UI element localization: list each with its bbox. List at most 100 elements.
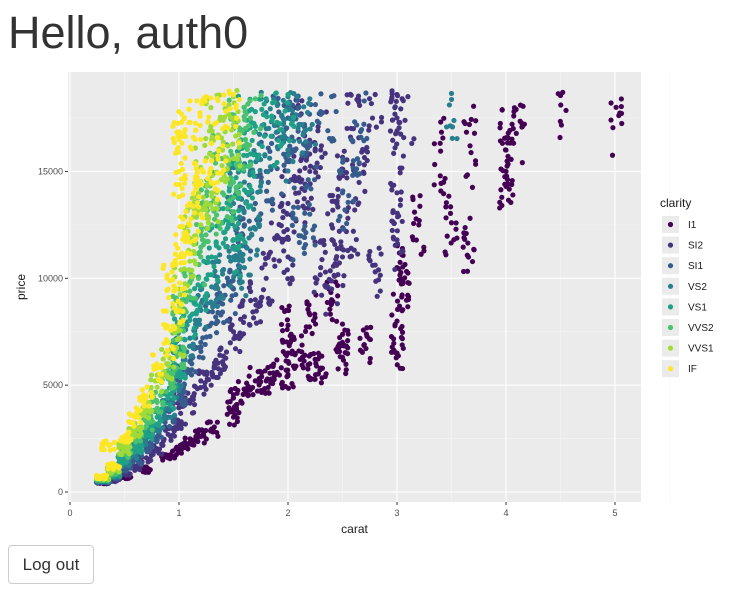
- data-point: [285, 373, 291, 379]
- data-point: [237, 273, 243, 279]
- data-point: [203, 307, 209, 313]
- data-point: [214, 212, 220, 218]
- data-point: [289, 381, 295, 387]
- data-point: [348, 136, 354, 142]
- data-point: [172, 251, 178, 257]
- data-point: [421, 244, 427, 250]
- data-point: [174, 336, 180, 343]
- data-point: [207, 170, 213, 177]
- data-point: [301, 245, 307, 251]
- data-point: [228, 258, 234, 264]
- data-point: [280, 236, 286, 243]
- data-point: [174, 444, 180, 450]
- data-point: [299, 122, 305, 128]
- data-point: [242, 117, 248, 123]
- data-point: [157, 428, 163, 434]
- data-point: [235, 379, 242, 385]
- data-point: [261, 133, 268, 139]
- data-point: [347, 254, 353, 260]
- data-point: [215, 153, 221, 159]
- data-point: [399, 294, 405, 300]
- data-point: [203, 324, 209, 330]
- data-point: [206, 245, 212, 251]
- data-point: [281, 248, 287, 254]
- data-point: [343, 361, 349, 367]
- data-point: [217, 225, 223, 232]
- logout-button[interactable]: Log out: [8, 545, 94, 584]
- data-point: [224, 275, 230, 281]
- data-point: [219, 300, 225, 307]
- data-point: [401, 134, 407, 141]
- data-point: [217, 114, 223, 120]
- data-point: [188, 353, 194, 359]
- data-point: [209, 128, 215, 134]
- data-point: [367, 336, 373, 343]
- data-point: [297, 168, 303, 174]
- data-point: [291, 185, 297, 191]
- data-point: [241, 209, 247, 216]
- data-point: [203, 386, 209, 392]
- data-point: [215, 360, 221, 366]
- data-point: [394, 190, 400, 196]
- data-point: [197, 122, 203, 129]
- data-point: [286, 137, 293, 144]
- data-point: [178, 410, 184, 416]
- data-point: [171, 283, 177, 289]
- data-point: [189, 295, 195, 301]
- data-point: [344, 175, 350, 181]
- data-point: [231, 404, 238, 410]
- data-point: [280, 97, 286, 104]
- data-point: [441, 191, 447, 197]
- data-point: [315, 128, 321, 134]
- data-point: [146, 403, 152, 409]
- data-point: [464, 172, 471, 178]
- data-point: [281, 151, 287, 157]
- data-point: [197, 249, 203, 255]
- data-point: [190, 203, 196, 209]
- data-point: [166, 423, 173, 430]
- data-point: [248, 297, 254, 304]
- data-point: [179, 286, 186, 292]
- data-point: [271, 99, 277, 105]
- data-point: [203, 369, 210, 375]
- data-point: [281, 229, 287, 235]
- data-point: [103, 438, 109, 444]
- data-point: [235, 152, 241, 158]
- data-point: [251, 224, 257, 231]
- data-point: [258, 379, 264, 385]
- data-point: [313, 363, 320, 369]
- data-point: [511, 105, 518, 111]
- data-point: [141, 403, 147, 409]
- data-point: [226, 188, 232, 194]
- data-point: [196, 354, 202, 360]
- data-point: [321, 242, 327, 248]
- x-tick-label: 1: [176, 508, 181, 518]
- data-point: [294, 177, 300, 183]
- data-point: [227, 421, 233, 427]
- data-point: [306, 202, 312, 208]
- data-point: [307, 163, 314, 169]
- data-point: [238, 182, 244, 189]
- data-point: [206, 114, 212, 120]
- data-point: [454, 235, 460, 241]
- data-point: [201, 282, 207, 288]
- data-point: [277, 121, 283, 127]
- data-point: [340, 282, 346, 289]
- data-point: [235, 220, 242, 226]
- data-point: [123, 432, 129, 438]
- data-point: [308, 351, 314, 358]
- data-point: [164, 308, 170, 314]
- data-point: [273, 90, 279, 96]
- data-point: [188, 357, 194, 363]
- data-point: [180, 361, 187, 367]
- data-point: [199, 101, 205, 107]
- data-point: [191, 250, 197, 257]
- data-point: [398, 189, 404, 195]
- data-point: [193, 165, 199, 172]
- data-point: [203, 135, 209, 142]
- data-point: [312, 101, 319, 108]
- data-point: [208, 382, 214, 388]
- data-point: [229, 322, 235, 328]
- data-point: [462, 225, 468, 231]
- data-point: [310, 227, 316, 233]
